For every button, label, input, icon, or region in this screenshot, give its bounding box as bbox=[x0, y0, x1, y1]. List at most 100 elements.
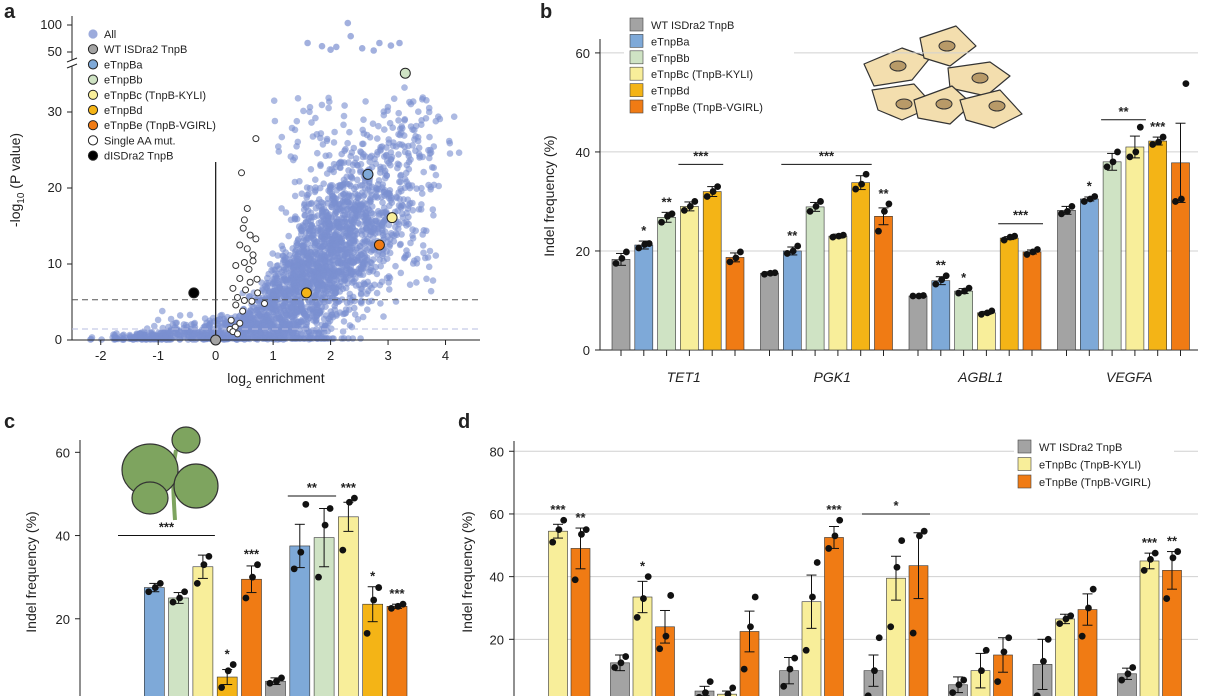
variant-point bbox=[297, 249, 305, 256]
variant-point bbox=[330, 139, 338, 146]
replicate-point bbox=[706, 678, 714, 686]
gene-label: VEGFA bbox=[1106, 369, 1152, 385]
axis-break-mark bbox=[66, 63, 78, 69]
replicate-point bbox=[582, 526, 590, 534]
variant-point bbox=[312, 187, 319, 194]
variant-point bbox=[385, 136, 393, 143]
significance-label: *** bbox=[244, 547, 260, 562]
variant-point bbox=[331, 290, 339, 298]
replicate-point bbox=[339, 546, 347, 554]
variant-point bbox=[308, 273, 316, 280]
y-tick-label: 0 bbox=[55, 332, 62, 347]
variant-point bbox=[303, 194, 311, 201]
replicate-point bbox=[145, 588, 153, 596]
panel-c-y-axis-title: Indel frequency (%) bbox=[23, 511, 39, 632]
replicate-point bbox=[176, 594, 184, 602]
replicate-point bbox=[988, 307, 996, 315]
variant-point bbox=[397, 269, 405, 277]
single-aa-mutant-point bbox=[239, 224, 247, 232]
bracket-significance-label: *** bbox=[819, 148, 835, 163]
variant-point bbox=[293, 282, 300, 289]
variant-point bbox=[348, 217, 355, 224]
variant-point bbox=[419, 96, 426, 103]
legend-label: eTnpBb bbox=[651, 53, 690, 65]
variant-point bbox=[366, 158, 374, 165]
replicate-point bbox=[644, 573, 652, 581]
variant-point bbox=[201, 315, 209, 322]
variant-point bbox=[274, 252, 282, 259]
variant-point bbox=[403, 161, 411, 169]
variant-point bbox=[186, 311, 194, 319]
variant-point bbox=[357, 248, 365, 255]
variant-point bbox=[377, 300, 384, 307]
y-tick-label: 60 bbox=[490, 507, 504, 522]
significance-label: ** bbox=[787, 228, 798, 243]
variant-point bbox=[274, 326, 282, 334]
replicate-point bbox=[1067, 612, 1075, 620]
replicate-point bbox=[920, 527, 928, 535]
variant-point bbox=[187, 325, 194, 333]
variant-point bbox=[430, 212, 437, 219]
variant-point bbox=[369, 210, 377, 218]
variant-point bbox=[317, 134, 324, 142]
replicate-point bbox=[680, 206, 688, 214]
variant-point bbox=[359, 313, 367, 321]
variant-point bbox=[393, 194, 401, 202]
variant-point bbox=[298, 190, 306, 197]
variant-point bbox=[340, 191, 348, 198]
legend-label: WT ISDra2 TnpB bbox=[1039, 442, 1122, 454]
replicate-point bbox=[825, 545, 833, 552]
plant-leaf bbox=[173, 463, 219, 509]
replicate-point bbox=[813, 559, 821, 566]
replicate-point bbox=[1136, 123, 1144, 131]
variant-point bbox=[395, 109, 403, 117]
variant-point bbox=[390, 95, 398, 102]
replicate-point bbox=[831, 532, 839, 540]
replicate-point bbox=[622, 653, 630, 660]
variant-point bbox=[351, 311, 359, 318]
replicate-point bbox=[703, 193, 711, 200]
y-tick-label: 60 bbox=[576, 46, 590, 61]
significance-label: * bbox=[1087, 179, 1093, 194]
variant-point bbox=[405, 220, 412, 228]
replicate-point bbox=[898, 537, 906, 544]
significance-label: *** bbox=[341, 480, 357, 495]
variant-point bbox=[347, 32, 355, 40]
legend-label: eTnpBc (TnpB-KYLI) bbox=[1039, 460, 1141, 472]
variant-point bbox=[404, 150, 412, 157]
variant-point bbox=[415, 108, 422, 115]
single-aa-mutant-point bbox=[253, 275, 261, 283]
variant-point bbox=[308, 222, 316, 229]
panel-b-y-axis-title: Indel frequency (%) bbox=[541, 135, 557, 256]
variant-point bbox=[365, 217, 373, 224]
single-aa-mutant-point bbox=[240, 258, 248, 266]
single-aa-mutant-point bbox=[227, 316, 235, 324]
variant-point bbox=[426, 154, 433, 162]
replicate-point bbox=[696, 693, 703, 696]
variant-point bbox=[299, 263, 307, 271]
variant-point bbox=[198, 327, 205, 334]
variant-point bbox=[357, 182, 364, 189]
variant-point bbox=[333, 43, 340, 51]
variant-point bbox=[278, 242, 286, 250]
variant-point bbox=[291, 192, 299, 200]
replicate-point bbox=[640, 595, 647, 602]
panel-c-label: c bbox=[4, 411, 15, 433]
panel-a-axes: -2 -1 0 1 2 3 4 0 10 20 30 50 100 bbox=[40, 16, 480, 363]
legend-label: eTnpBd bbox=[651, 86, 690, 98]
variant-point bbox=[362, 209, 370, 216]
bar bbox=[634, 244, 654, 351]
replicate-point bbox=[656, 645, 664, 653]
variant-point bbox=[313, 282, 321, 290]
variant-point bbox=[259, 322, 266, 330]
replicate-point bbox=[388, 604, 395, 612]
single-aa-mutant-point bbox=[232, 262, 240, 270]
highlighted-point bbox=[399, 67, 411, 79]
variant-point bbox=[171, 333, 179, 340]
variant-point bbox=[265, 270, 273, 278]
variant-point bbox=[319, 141, 327, 148]
variant-point bbox=[218, 311, 226, 319]
replicate-point bbox=[783, 250, 791, 257]
variant-point bbox=[343, 173, 351, 181]
significance-label: *** bbox=[826, 502, 842, 517]
